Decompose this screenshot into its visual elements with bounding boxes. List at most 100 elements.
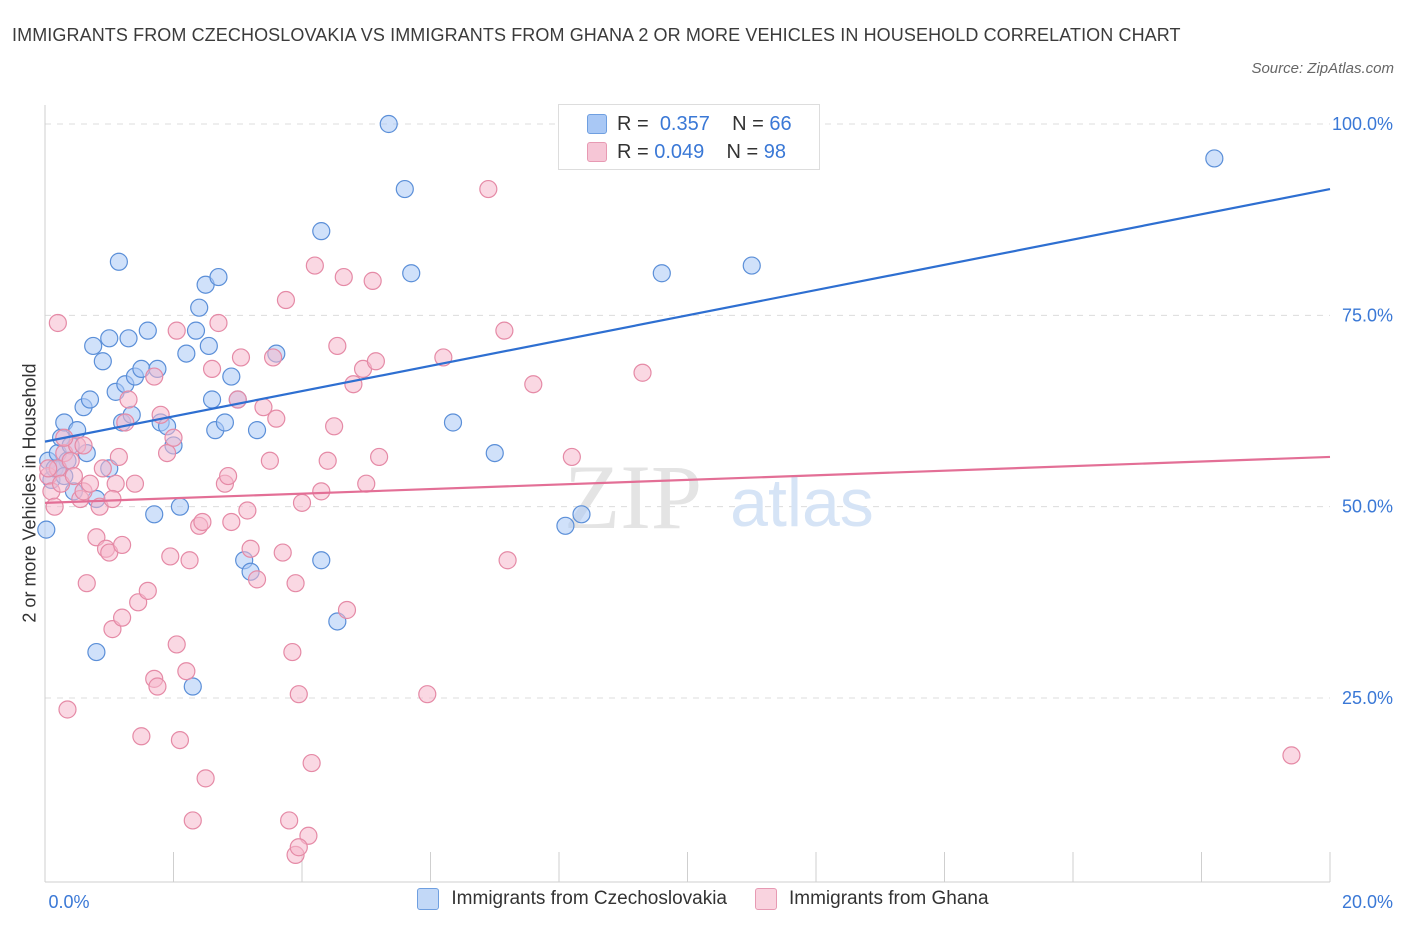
r-value: 0.049 — [654, 140, 705, 163]
point-ghana — [64, 466, 84, 486]
point-czechoslovakia — [109, 252, 128, 271]
point-ghana — [138, 581, 157, 600]
point-ghana — [145, 367, 164, 386]
legend-swatch-pink — [755, 888, 777, 910]
point-ghana — [177, 662, 196, 681]
point-ghana — [58, 700, 77, 719]
watermark: ZIP atlas — [564, 446, 874, 548]
watermark-zip: ZIP — [564, 446, 702, 548]
legend-swatch-pink — [587, 142, 607, 162]
point-czechoslovakia — [443, 413, 463, 432]
legend-item-ghana: Immigrants from Ghana — [755, 888, 989, 910]
point-ghana — [238, 501, 257, 520]
point-czechoslovakia — [312, 222, 331, 241]
point-czechoslovakia — [379, 114, 398, 134]
legend-label: Immigrants from Ghana — [789, 888, 989, 909]
point-czechoslovakia — [572, 505, 591, 524]
point-ghana — [125, 474, 145, 493]
gridlines — [45, 123, 1330, 699]
point-ghana — [202, 359, 222, 379]
point-ghana — [196, 769, 215, 788]
chart-title: IMMIGRANTS FROM CZECHOSLOVAKIA VS IMMIGR… — [12, 25, 1181, 45]
trend-line-ghana — [44, 455, 1331, 504]
point-ghana — [48, 313, 67, 333]
point-ghana — [167, 635, 186, 654]
point-ghana — [247, 570, 267, 589]
point-ghana — [80, 474, 100, 493]
point-ghana — [77, 574, 96, 593]
source-credit: Source: ZipAtlas.com — [1251, 60, 1394, 77]
point-czechoslovakia — [119, 329, 138, 348]
point-ghana — [289, 685, 308, 704]
point-czechoslovakia — [222, 367, 241, 386]
x-tick-label: 0.0% — [48, 892, 89, 912]
r-label: R = — [617, 112, 649, 135]
point-ghana — [357, 474, 376, 493]
point-ghana — [562, 447, 581, 467]
point-czechoslovakia — [402, 264, 421, 283]
y-tick-label: 75.0% — [1342, 305, 1393, 325]
point-ghana — [157, 443, 177, 463]
legend-row-ghana: R = 0.049 N = 98 — [587, 139, 786, 165]
point-czechoslovakia — [209, 267, 228, 287]
trend-lines — [44, 187, 1331, 504]
n-value: 66 — [769, 112, 792, 135]
point-ghana — [418, 685, 437, 704]
point-ghana — [305, 256, 324, 275]
point-ghana — [170, 730, 190, 750]
point-ghana — [167, 321, 186, 340]
point-czechoslovakia — [37, 520, 56, 539]
point-ghana — [363, 271, 382, 290]
point-ghana — [109, 447, 128, 467]
point-ghana — [45, 497, 64, 516]
point-ghana — [164, 428, 183, 447]
point-czechoslovakia — [190, 298, 209, 317]
legend-item-czechoslovakia: Immigrants from Czechoslovakia — [417, 888, 727, 910]
point-ghana — [93, 459, 112, 478]
r-value: 0.357 — [659, 112, 710, 135]
point-ghana — [106, 474, 125, 493]
point-czechoslovakia — [215, 413, 234, 432]
point-ghana — [241, 539, 260, 558]
point-czechoslovakia — [84, 336, 103, 356]
point-czechoslovakia — [186, 321, 206, 340]
point-ghana — [61, 451, 80, 470]
point-ghana — [325, 417, 344, 436]
n-label: N = — [726, 140, 759, 163]
point-ghana — [116, 413, 135, 432]
legend-row-czechoslovakia: R = 0.357 N = 66 — [587, 111, 792, 137]
point-ghana — [231, 348, 251, 367]
point-czechoslovakia — [1205, 149, 1224, 168]
point-ghana — [344, 375, 363, 394]
point-czechoslovakia — [202, 390, 222, 409]
point-ghana — [1282, 746, 1301, 765]
point-czechoslovakia — [199, 336, 218, 356]
point-czechoslovakia — [556, 516, 575, 535]
point-ghana — [280, 811, 299, 830]
point-ghana — [103, 489, 122, 509]
trend-line-czechoslovakia — [44, 187, 1331, 443]
legend-swatch-blue — [587, 114, 607, 134]
point-ghana — [219, 466, 238, 486]
point-czechoslovakia — [93, 352, 112, 371]
point-czechoslovakia — [183, 677, 202, 696]
point-ghana — [183, 811, 202, 830]
point-ghana — [112, 608, 132, 627]
point-czechoslovakia — [395, 179, 414, 199]
point-czechoslovakia — [80, 390, 100, 409]
point-czechoslovakia — [177, 344, 196, 363]
point-ghana — [286, 574, 305, 593]
point-ghana — [328, 336, 347, 356]
n-value: 98 — [763, 140, 787, 163]
point-ghana — [161, 547, 180, 566]
point-ghana — [366, 352, 385, 371]
point-ghana — [302, 753, 321, 773]
point-ghana — [276, 290, 296, 310]
point-ghana — [334, 267, 353, 287]
n-label: N = — [732, 112, 764, 135]
point-czechoslovakia — [138, 321, 157, 340]
r-label: R = — [617, 140, 649, 163]
point-ghana — [263, 348, 283, 367]
point-czechoslovakia — [87, 642, 106, 662]
point-ghana — [180, 551, 199, 570]
